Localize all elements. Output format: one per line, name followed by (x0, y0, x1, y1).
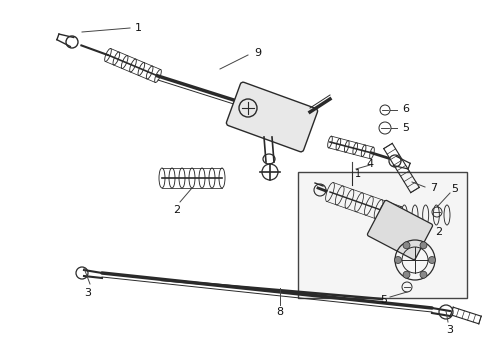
Text: 2: 2 (435, 227, 442, 237)
Text: 5: 5 (451, 184, 459, 194)
Bar (298, 172, 467, 298)
Circle shape (403, 242, 410, 249)
Text: 1: 1 (355, 169, 361, 179)
Text: 5: 5 (402, 123, 409, 133)
Circle shape (403, 271, 410, 278)
Circle shape (394, 256, 401, 264)
FancyBboxPatch shape (368, 201, 433, 260)
Circle shape (420, 242, 427, 249)
Circle shape (420, 271, 427, 278)
Text: 5: 5 (381, 295, 388, 305)
Text: 6: 6 (402, 104, 409, 114)
FancyBboxPatch shape (226, 82, 318, 152)
Text: 4: 4 (367, 159, 373, 169)
Text: 9: 9 (254, 48, 262, 58)
Text: 8: 8 (276, 307, 284, 317)
Text: 1: 1 (134, 23, 142, 33)
Circle shape (428, 256, 436, 264)
Text: 3: 3 (84, 288, 92, 298)
Text: 3: 3 (446, 325, 454, 335)
Text: 2: 2 (173, 205, 180, 215)
Text: 7: 7 (430, 183, 437, 193)
